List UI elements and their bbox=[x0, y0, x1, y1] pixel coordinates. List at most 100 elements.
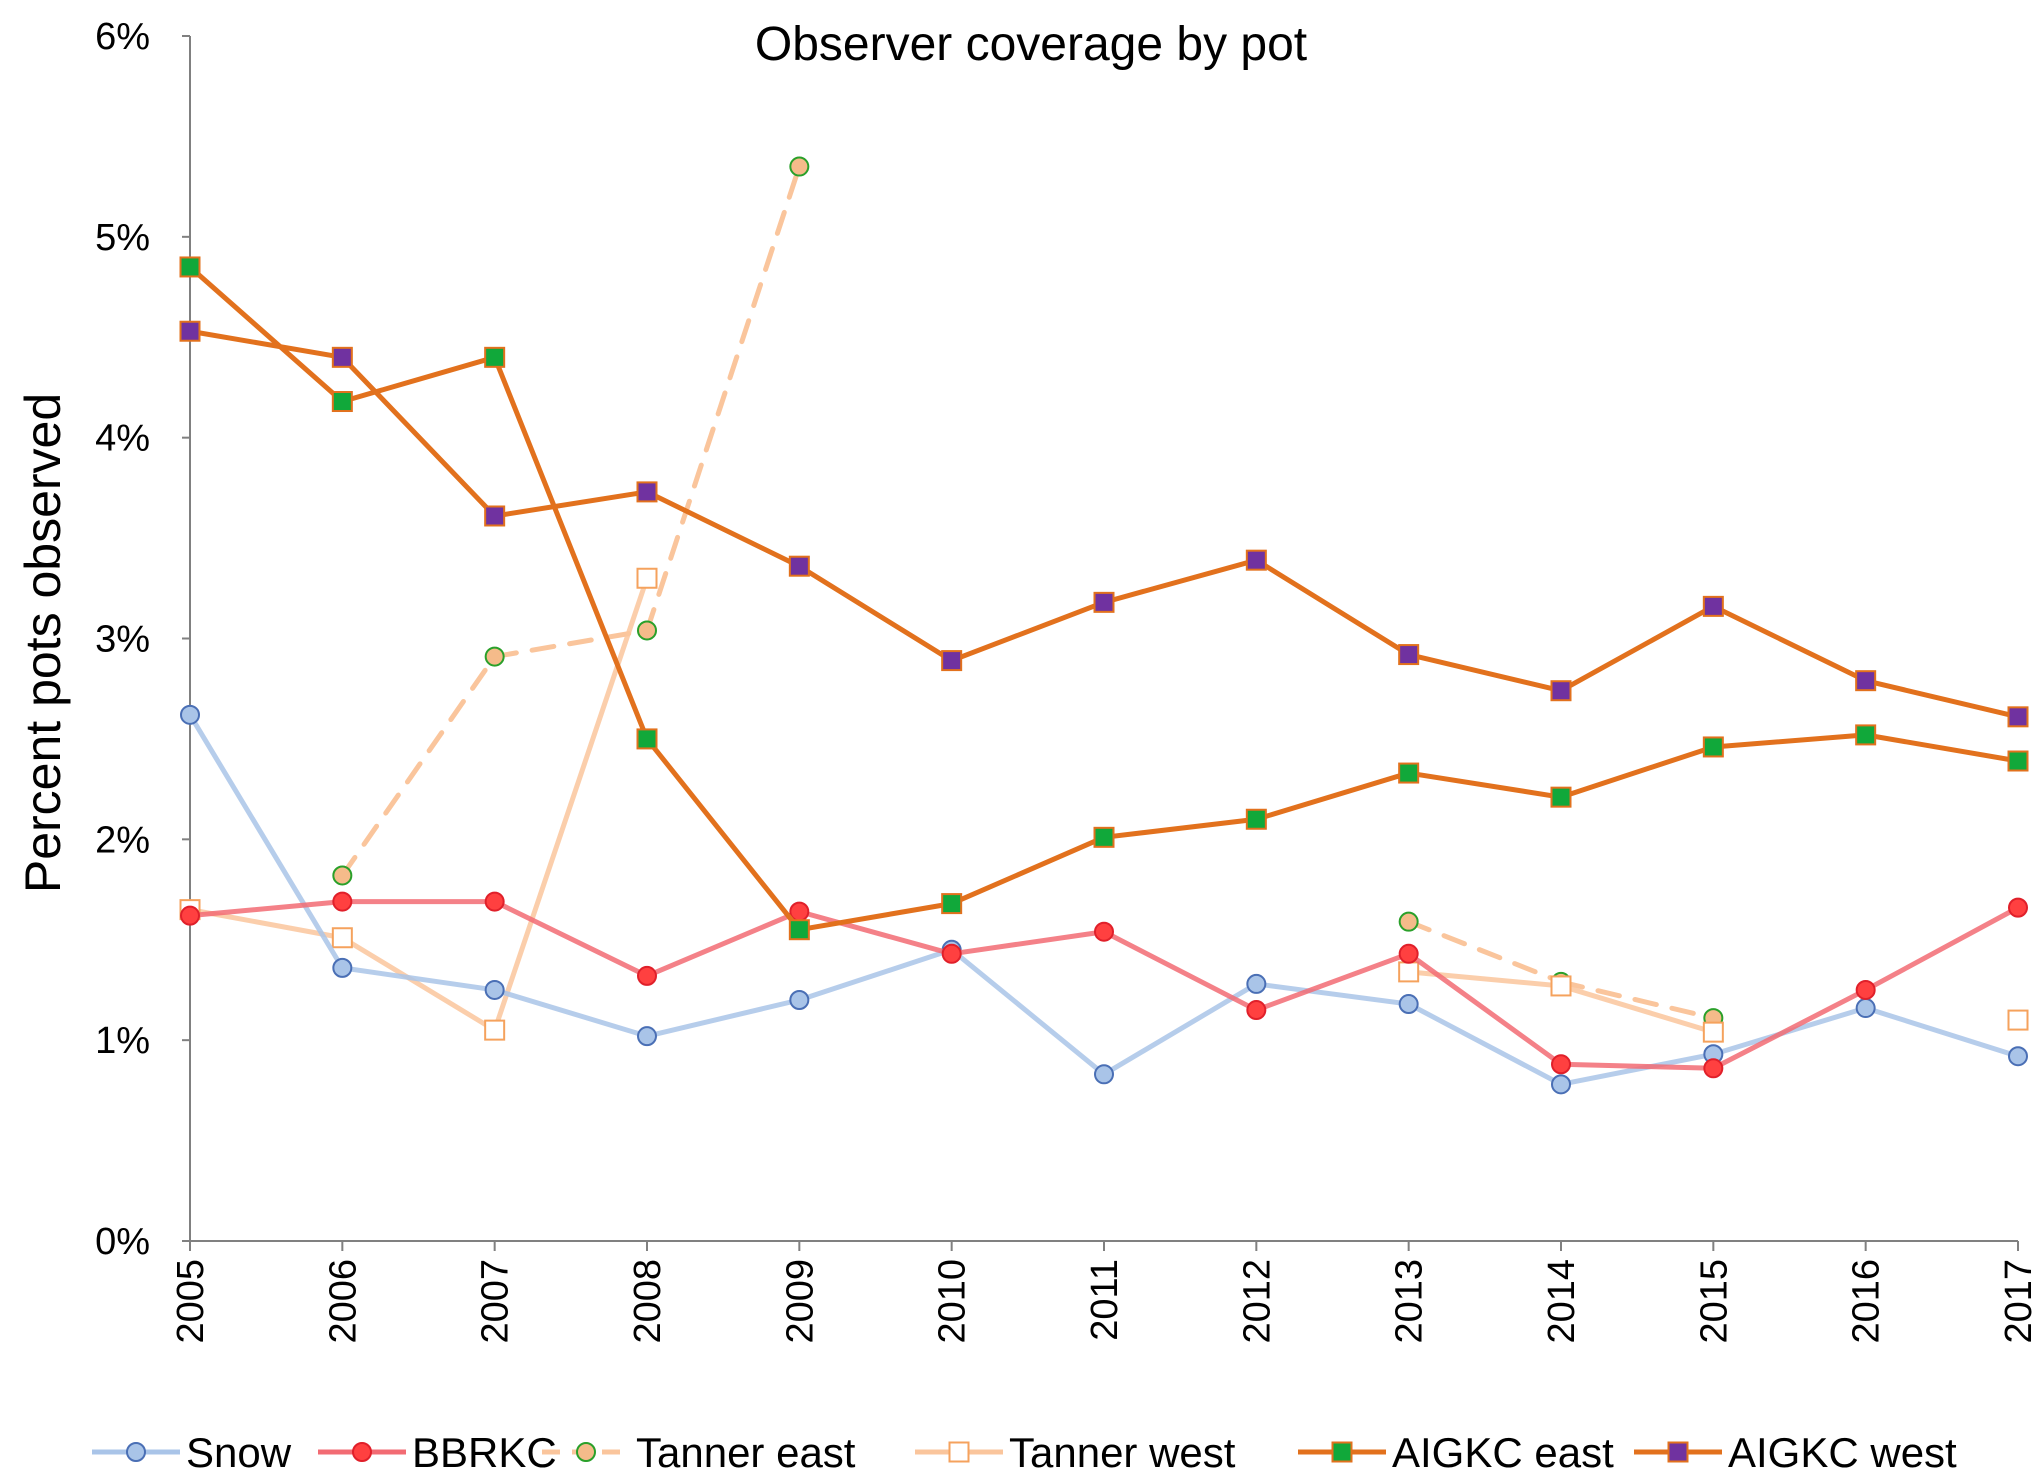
legend-marker bbox=[126, 1442, 146, 1462]
series-snow-point bbox=[180, 704, 200, 725]
series-bbrkc-point bbox=[1551, 1054, 1571, 1075]
series-aigkc-east-segment bbox=[1863, 732, 2021, 764]
legend-marker bbox=[352, 1442, 372, 1462]
series-bbrkc-point bbox=[332, 891, 353, 912]
series-aigkc-west-segment bbox=[1253, 557, 1412, 658]
y-axis-label: Percent pots observed bbox=[15, 393, 71, 893]
series-aigkc-west-point bbox=[331, 346, 353, 368]
y-tick-label: 4% bbox=[95, 418, 150, 460]
series-tanner-east-point bbox=[1398, 911, 1419, 932]
series-aigkc-west-segment bbox=[949, 599, 1107, 664]
series-aigkc-west-point bbox=[636, 481, 658, 503]
y-tick-label: 6% bbox=[95, 16, 150, 58]
series-aigkc-east-point bbox=[484, 346, 506, 368]
legend-item-tanner-west: Tanner west bbox=[915, 1429, 1236, 1476]
x-tick-label: 2005 bbox=[170, 1259, 212, 1344]
x-tick-label: 2008 bbox=[627, 1259, 669, 1344]
series-snow-segment bbox=[1558, 1051, 1716, 1087]
series-aigkc-east-point bbox=[1702, 736, 1724, 758]
series-tanner-west-point bbox=[636, 567, 658, 589]
legend-label: Tanner east bbox=[636, 1429, 856, 1476]
series-aigkc-west-segment bbox=[796, 563, 955, 664]
series-aigkc-east-segment bbox=[949, 834, 1107, 907]
series-bbrkc-segment bbox=[187, 899, 345, 919]
series-bbrkc-point bbox=[1094, 921, 1114, 942]
legend-label: Tanner west bbox=[1009, 1429, 1236, 1476]
series-aigkc-west-point bbox=[1702, 595, 1724, 617]
series-bbrkc-point bbox=[1398, 943, 1419, 964]
series-snow-segment bbox=[339, 965, 498, 993]
series-aigkc-east-point bbox=[941, 893, 963, 915]
series-aigkc-west-point bbox=[1093, 591, 1115, 613]
series-tanner-east-point bbox=[332, 865, 353, 886]
series-aigkc-west-point bbox=[2007, 706, 2029, 728]
series-bbrkc-segment bbox=[1710, 987, 1869, 1071]
legend-item-bbrkc: BBRKC bbox=[318, 1429, 557, 1476]
series-tanner-east-segment bbox=[1406, 919, 1564, 985]
series-tanner-west-point bbox=[2007, 1009, 2029, 1031]
legend-marker bbox=[576, 1442, 596, 1462]
series-tanner-east-point bbox=[484, 646, 505, 667]
series-aigkc-west-segment bbox=[187, 328, 345, 360]
y-tick-label: 3% bbox=[95, 619, 150, 661]
x-tick-label: 2007 bbox=[475, 1259, 517, 1344]
series-bbrkc-point bbox=[1246, 1000, 1267, 1021]
series-aigkc-east-point bbox=[1855, 724, 1877, 746]
series-bbrkc-point bbox=[1855, 979, 1876, 1000]
series-aigkc-east-segment bbox=[796, 901, 955, 933]
legend-label: AIGKC east bbox=[1392, 1429, 1614, 1476]
series-aigkc-west-point bbox=[179, 320, 201, 342]
series-aigkc-east-point bbox=[636, 728, 658, 750]
series-snow-point bbox=[637, 1026, 657, 1047]
series-aigkc-east-segment bbox=[1710, 732, 1869, 750]
series-snow-point bbox=[1398, 994, 1419, 1015]
series-bbrkc-point bbox=[2008, 897, 2028, 918]
series-aigkc-west-segment bbox=[339, 354, 498, 519]
series-aigkc-west-point bbox=[1855, 670, 1877, 692]
series-aigkc-east-point bbox=[1398, 762, 1420, 784]
series-aigkc-west-segment bbox=[492, 489, 650, 519]
legend-marker bbox=[948, 1441, 970, 1463]
series-bbrkc-point bbox=[941, 943, 962, 964]
series-snow-point bbox=[1551, 1074, 1571, 1095]
series-aigkc-west-segment bbox=[1710, 603, 1869, 684]
series-tanner-east-segment bbox=[339, 654, 498, 878]
series-bbrkc-segment bbox=[1101, 929, 1259, 1013]
series-aigkc-west-segment bbox=[1406, 652, 1564, 694]
series-tanner-west-segment bbox=[1558, 983, 1716, 1035]
series-bbrkc-segment bbox=[949, 929, 1107, 957]
legend-item-tanner-east: Tanner east bbox=[542, 1429, 856, 1476]
series-tanner-east-segment bbox=[644, 164, 802, 633]
chart-title: Observer coverage by pot bbox=[755, 18, 1307, 71]
series-snow-point bbox=[1855, 998, 1876, 1019]
series-aigkc-west-point bbox=[1550, 680, 1572, 702]
x-tick-label: 2013 bbox=[1389, 1259, 1431, 1344]
y-tick-label: 0% bbox=[95, 1221, 150, 1263]
series-snow-point bbox=[484, 979, 505, 1000]
x-tick-label: 2017 bbox=[1998, 1259, 2040, 1344]
series-snow-segment bbox=[644, 997, 802, 1039]
y-tick-label: 5% bbox=[95, 217, 150, 259]
series-snow-point bbox=[1094, 1064, 1114, 1085]
series-aigkc-east-point bbox=[1093, 826, 1115, 848]
series-snow-segment bbox=[796, 947, 955, 1003]
series-bbrkc-segment bbox=[644, 909, 802, 979]
x-tick-label: 2006 bbox=[322, 1259, 364, 1344]
series-bbrkc-point bbox=[1703, 1058, 1724, 1079]
series-aigkc-west-point bbox=[1398, 644, 1420, 666]
series-snow-point bbox=[332, 957, 353, 978]
x-tick-label: 2016 bbox=[1846, 1259, 1888, 1344]
x-tick-label: 2015 bbox=[1693, 1259, 1735, 1344]
series-aigkc-west-segment bbox=[1101, 557, 1259, 605]
x-tick-label: 2010 bbox=[932, 1259, 974, 1344]
series-snow-segment bbox=[1863, 1005, 2021, 1059]
series-aigkc-east-segment bbox=[492, 354, 650, 742]
series-snow-segment bbox=[1253, 981, 1412, 1007]
legend-item-aigkc-west: AIGKC west bbox=[1634, 1429, 1957, 1476]
legend-label: BBRKC bbox=[412, 1429, 557, 1476]
series-aigkc-west-segment bbox=[1863, 678, 2021, 720]
series-aigkc-east-segment bbox=[644, 736, 802, 933]
x-tick-label: 2012 bbox=[1236, 1259, 1278, 1344]
legend: Snow BBRKC Tanner east Tanner west AIGKC eas… bbox=[92, 1429, 1957, 1476]
series-tanner-west-segment bbox=[1406, 969, 1564, 989]
